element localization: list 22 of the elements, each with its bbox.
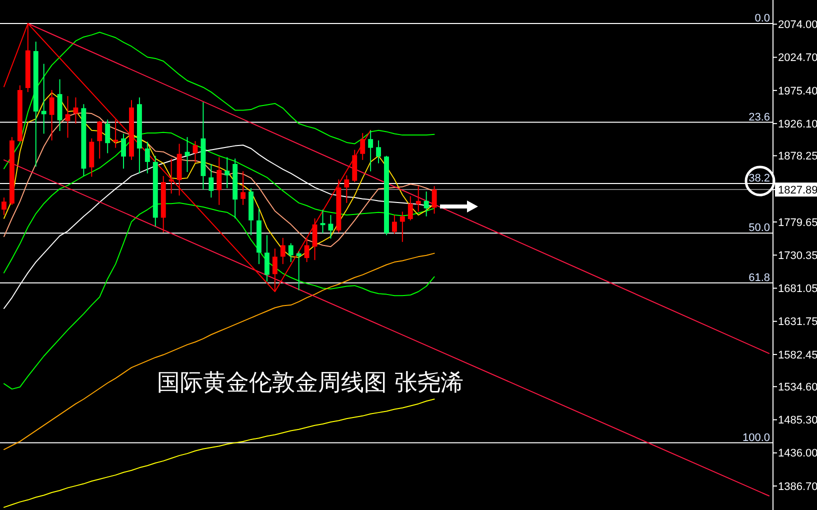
y-tick-label: 1436.00 xyxy=(778,448,817,460)
annotation: 50.0 xyxy=(748,222,770,234)
y-tick-label: 1534.60 xyxy=(778,381,817,394)
annotation: 0.0 xyxy=(754,12,770,25)
annotation: 100.0 xyxy=(742,432,770,444)
y-tick-label: 1926.10 xyxy=(778,118,817,130)
y-tick-label: 1386.70 xyxy=(778,480,817,493)
y-tick-label: 1779.65 xyxy=(778,216,817,229)
y-tick-label: 1681.05 xyxy=(778,283,817,296)
annotation: 61.8 xyxy=(748,272,770,284)
y-tick-label: 2024.70 xyxy=(778,52,817,64)
y-tick-label: 1878.25 xyxy=(778,150,817,163)
text: 国际黄金伦敦金周线图 张尧浠 xyxy=(157,370,464,396)
y-tick-label: 1485.30 xyxy=(778,414,817,427)
y-tick-label: 1975.40 xyxy=(778,85,817,98)
y-tick-label: 1730.35 xyxy=(778,250,817,262)
annotation: 38.2 xyxy=(748,172,770,184)
annotation: 23.6 xyxy=(748,111,770,124)
y-tick-label: 1827.89 xyxy=(778,184,817,196)
y-tick-label: 1582.45 xyxy=(778,349,817,362)
y-tick-label: 1631.75 xyxy=(778,316,817,328)
y-tick-label: 2074.00 xyxy=(778,19,817,32)
